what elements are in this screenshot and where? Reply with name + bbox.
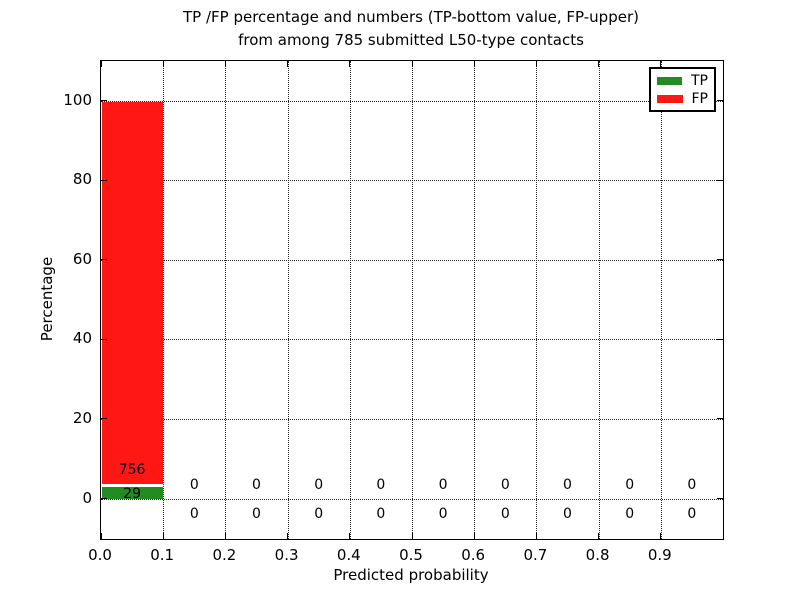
- tp-count-label: 0: [687, 506, 697, 522]
- plot-area: TP FP 756 29 0 0 0 0 0 0 0 0 0 0 0 0 0 0 0 0 0 0: [100, 60, 724, 540]
- x-gridline: [598, 61, 600, 539]
- tp-count-label: 29: [123, 486, 142, 503]
- tp-legend-label: TP: [691, 72, 708, 89]
- tp-count-label: 0: [252, 506, 261, 522]
- tp-bar: [102, 486, 164, 500]
- y-tick-mark-left: [101, 338, 107, 340]
- x-gridline: [412, 61, 413, 539]
- x-tick-mark-bottom: [411, 533, 413, 539]
- tp-legend-swatch-icon: [657, 76, 682, 85]
- tp-count-label: 0: [625, 506, 635, 522]
- x-tick-label: 0.7: [523, 546, 548, 564]
- fp-count-label: 0: [687, 476, 697, 493]
- x-tick-mark-bottom: [287, 533, 289, 539]
- x-tick-mark-bottom: [473, 533, 475, 539]
- fp-count-label: 0: [189, 476, 199, 493]
- fp-count-label: 0: [563, 476, 572, 493]
- y-tick-mark-right: [717, 498, 723, 499]
- y-tick-label: 20: [72, 408, 92, 427]
- fp-count-label: 0: [252, 476, 261, 493]
- fp-legend-swatch-icon: [657, 94, 683, 103]
- x-tick-label: 0.2: [212, 546, 237, 564]
- x-gridline: [349, 61, 351, 539]
- x-tick-label: 0.9: [647, 546, 672, 564]
- legend-entry-tp: TP: [657, 74, 708, 88]
- x-tick-mark-bottom: [162, 533, 164, 539]
- x-tick-mark-bottom: [100, 533, 102, 539]
- x-tick-label: 0.6: [461, 546, 486, 564]
- y-tick-mark-right: [717, 259, 723, 261]
- y-tick-label: 0: [82, 488, 92, 507]
- tp-count-label: 0: [500, 506, 510, 522]
- fp-bar: [102, 101, 164, 484]
- fp-legend-label: FP: [691, 90, 709, 107]
- x-tick-mark-top: [287, 61, 289, 67]
- y-tick-mark-left: [101, 418, 107, 420]
- fp-count-label: 0: [376, 476, 386, 493]
- x-gridline: [474, 61, 476, 539]
- x-gridline: [660, 61, 662, 539]
- x-tick-label: 0.0: [88, 546, 112, 564]
- tp-count-label: 0: [563, 506, 572, 522]
- y-tick-mark-right: [717, 100, 723, 102]
- x-gridline: [287, 61, 289, 539]
- fp-count-label: 756: [118, 462, 146, 479]
- x-tick-label: 0.1: [150, 546, 175, 564]
- y-tick-label: 40: [72, 329, 92, 348]
- x-tick-mark-top: [473, 61, 475, 67]
- x-tick-mark-bottom: [224, 533, 226, 539]
- x-tick-label: 0.5: [399, 546, 423, 564]
- y-tick-label: 60: [72, 249, 92, 268]
- x-tick-label: 0.3: [274, 546, 299, 564]
- y-tick-mark-left: [101, 100, 107, 102]
- x-tick-mark-top: [660, 61, 662, 67]
- x-tick-mark-top: [224, 61, 226, 67]
- chart-title-line1: TP /FP percentage and numbers (TP-bottom…: [183, 8, 639, 26]
- y-tick-label: 100: [63, 90, 92, 109]
- x-tick-mark-bottom: [598, 533, 600, 539]
- chart-title-line2: from among 785 submitted L50-type contac…: [238, 31, 584, 49]
- x-gridline: [225, 61, 227, 539]
- x-gridline: [536, 61, 538, 539]
- x-tick-label: 0.4: [336, 546, 361, 564]
- x-tick-mark-bottom: [660, 533, 662, 539]
- x-tick-mark-bottom: [535, 533, 537, 539]
- x-tick-mark-top: [349, 61, 351, 67]
- fp-count-label: 0: [500, 476, 510, 493]
- legend: TP FP: [649, 67, 716, 112]
- x-tick-mark-top: [598, 61, 600, 67]
- y-tick-mark-left: [101, 179, 107, 181]
- legend-entry-fp: FP: [657, 92, 708, 106]
- x-tick-mark-bottom: [349, 533, 351, 539]
- y-tick-mark-right: [717, 418, 723, 420]
- y-tick-mark-right: [717, 179, 723, 181]
- chart-title: TP /FP percentage and numbers (TP-bottom…: [100, 6, 722, 52]
- tp-count-label: 0: [314, 506, 324, 522]
- y-tick-label: 80: [72, 170, 92, 189]
- x-tick-mark-top: [411, 61, 413, 67]
- fp-count-label: 0: [438, 476, 448, 493]
- y-tick-mark-left: [101, 259, 107, 261]
- tp-count-label: 0: [438, 506, 448, 522]
- y-tick-mark-right: [717, 338, 723, 340]
- x-gridline: [163, 61, 165, 539]
- x-tick-label: 0.8: [585, 546, 610, 564]
- fp-count-label: 0: [625, 476, 635, 493]
- y-tick-mark-left: [101, 498, 107, 499]
- fp-count-label: 0: [314, 476, 324, 493]
- tp-count-label: 0: [376, 506, 386, 522]
- x-tick-mark-top: [162, 61, 164, 67]
- x-axis-label: Predicted probability: [333, 566, 489, 584]
- tp-count-label: 0: [189, 506, 199, 522]
- x-tick-mark-top: [100, 61, 102, 67]
- x-tick-mark-top: [535, 61, 537, 67]
